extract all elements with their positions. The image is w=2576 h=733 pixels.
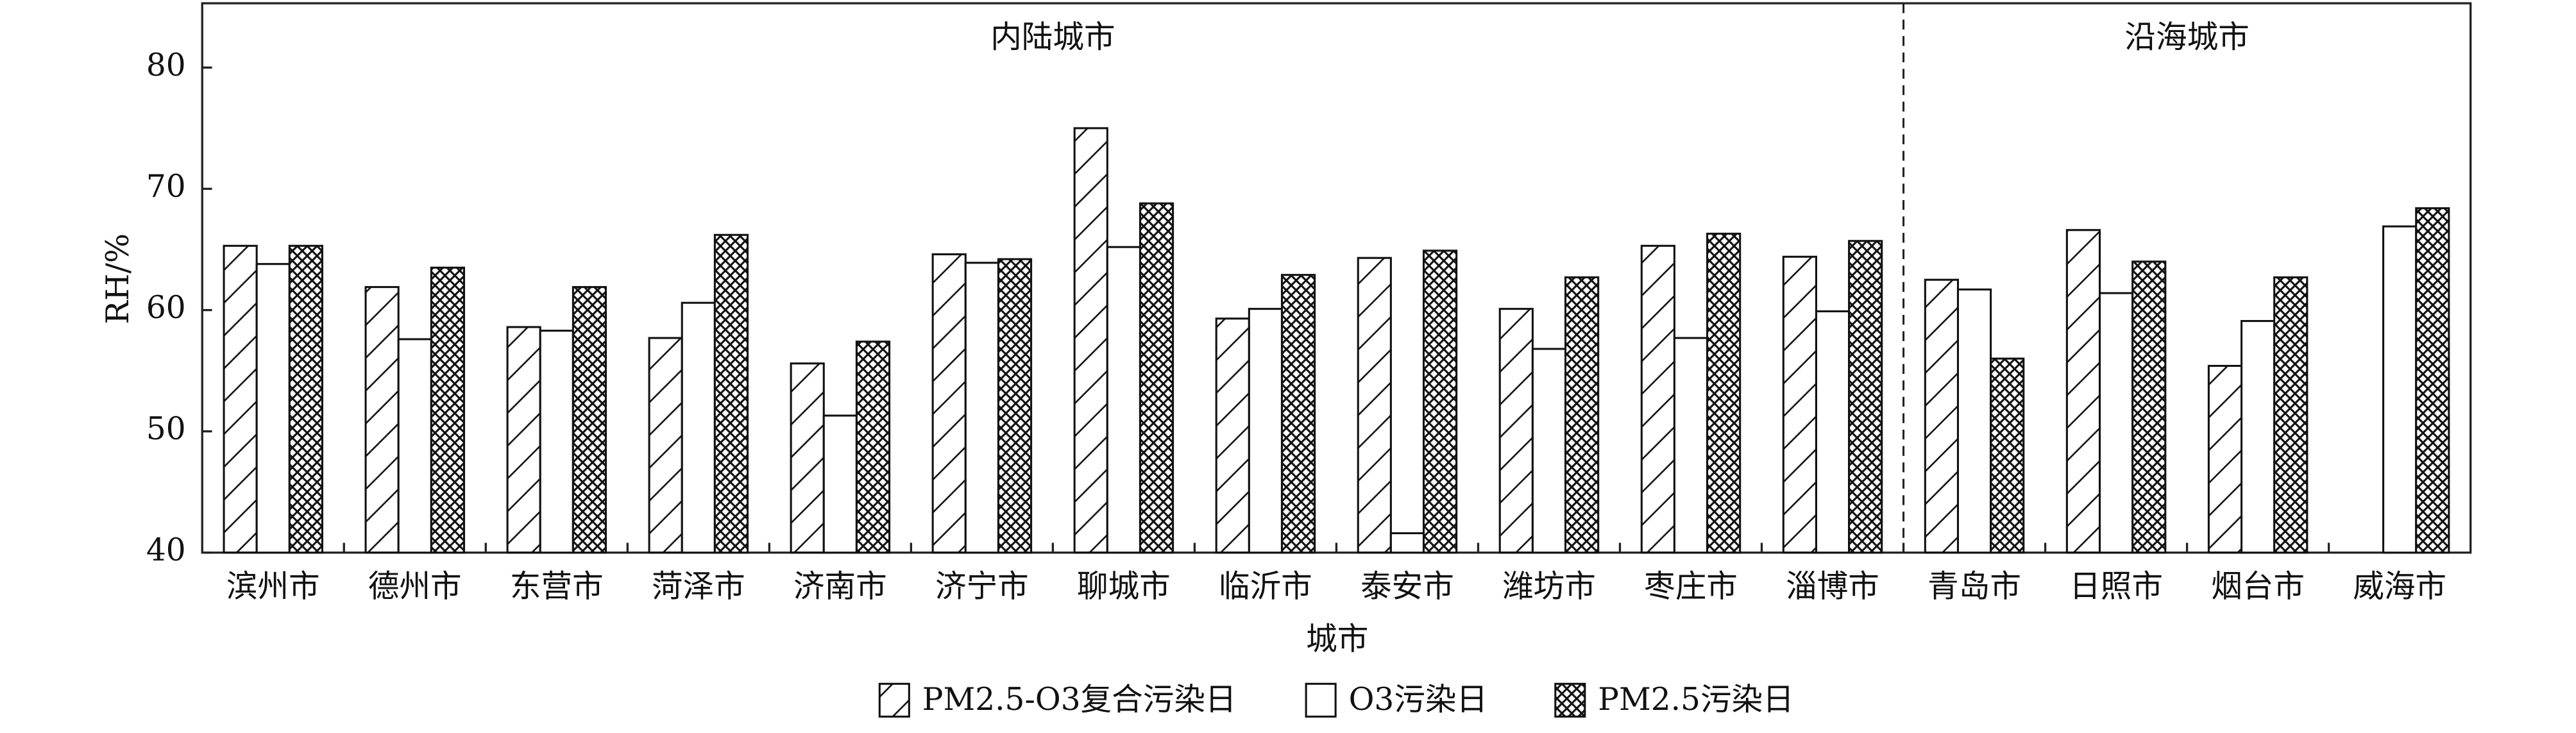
bar <box>997 258 1033 554</box>
bar <box>931 253 967 554</box>
bar <box>964 262 999 554</box>
bar <box>1498 308 1534 554</box>
bar <box>506 326 541 554</box>
bar <box>255 263 291 554</box>
bar <box>1706 232 1741 554</box>
x-tick-label: 青岛市 <box>1928 568 2021 604</box>
bar <box>364 286 400 554</box>
bar <box>2098 292 2134 554</box>
bar <box>1924 278 1960 554</box>
x-tick-label: 东营市 <box>510 568 604 604</box>
bar <box>1106 246 1142 554</box>
y-tick-label: 50 <box>146 411 186 447</box>
x-tick-label: 威海市 <box>2353 568 2446 604</box>
y-tick-label: 40 <box>146 532 186 568</box>
legend-swatch <box>1554 682 1586 718</box>
bar <box>1782 255 1817 554</box>
bar <box>1815 310 1851 554</box>
bar <box>1956 288 1992 554</box>
y-tick-label: 70 <box>146 169 186 205</box>
bar <box>397 338 432 554</box>
bar <box>1389 532 1425 554</box>
bar <box>1564 276 1600 554</box>
bar <box>2207 364 2243 554</box>
bar <box>648 337 683 554</box>
bar <box>1640 244 1675 554</box>
x-axis-title: 城市 <box>1306 621 1368 657</box>
legend-label: PM2.5污染日 <box>1598 682 1793 718</box>
bar <box>539 330 574 554</box>
x-tick-label: 淄博市 <box>1786 568 1879 604</box>
y-tick-label: 80 <box>146 47 186 83</box>
bar <box>1215 317 1250 554</box>
bar <box>713 233 749 554</box>
x-tick-label: 枣庄市 <box>1644 568 1738 604</box>
bar <box>2415 207 2450 554</box>
bar <box>1280 274 1316 554</box>
bar <box>1531 348 1567 554</box>
x-tick-label: 潍坊市 <box>1502 568 1596 604</box>
bar <box>1990 357 2025 554</box>
bar <box>2065 229 2101 554</box>
bar <box>1073 127 1108 554</box>
bar <box>681 301 716 554</box>
x-tick-label: 济宁市 <box>935 568 1029 604</box>
x-tick-label: 聊城市 <box>1077 568 1171 604</box>
x-tick-label: 日照市 <box>2069 568 2163 604</box>
y-tick-label: 60 <box>146 290 186 326</box>
bar <box>223 244 258 554</box>
y-axis-title: RH/% <box>100 233 136 324</box>
x-tick-label: 德州市 <box>368 568 462 604</box>
x-tick-label: 临沂市 <box>1219 568 1312 604</box>
legend-label: PM2.5-O3复合污染日 <box>922 682 1237 718</box>
bar <box>430 266 466 554</box>
x-tick-label: 滨州市 <box>226 568 320 604</box>
bar <box>1422 249 1458 554</box>
bar <box>2382 225 2418 554</box>
x-tick-label: 济南市 <box>793 568 887 604</box>
x-tick-label: 菏泽市 <box>652 568 745 604</box>
bar <box>790 362 825 554</box>
bar <box>2131 260 2167 554</box>
legend-label: O3污染日 <box>1349 682 1487 718</box>
legend-swatch <box>878 682 910 718</box>
bar <box>1139 202 1174 554</box>
bar <box>1848 240 1883 554</box>
x-tick-label: 泰安市 <box>1360 568 1454 604</box>
legend-swatch <box>1305 682 1337 718</box>
region-label: 沿海城市 <box>2124 19 2249 55</box>
bar <box>822 414 858 554</box>
bar <box>2240 320 2276 554</box>
bar <box>1357 257 1392 554</box>
bar <box>1673 337 1709 554</box>
bar <box>572 286 607 554</box>
x-tick-label: 烟台市 <box>2211 568 2305 604</box>
bar <box>855 341 891 554</box>
bar <box>2273 276 2309 554</box>
bar <box>288 244 323 554</box>
bar <box>1248 308 1284 554</box>
region-label: 内陆城市 <box>990 19 1115 55</box>
